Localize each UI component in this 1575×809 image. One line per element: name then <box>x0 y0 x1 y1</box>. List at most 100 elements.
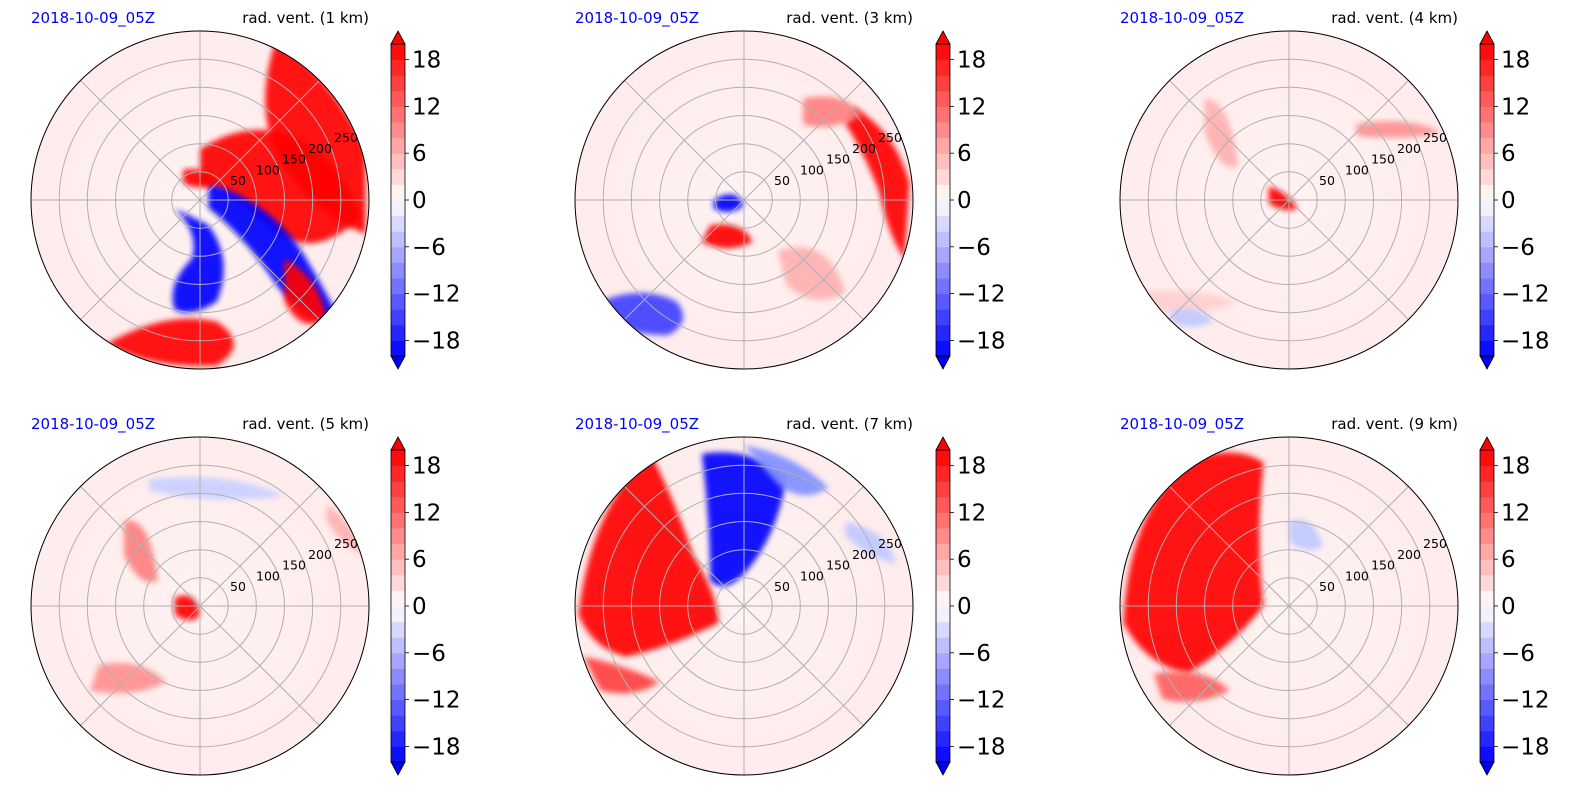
radial-tick-label: 250 <box>878 130 902 145</box>
polar-grid <box>1120 31 1458 369</box>
polar-grid <box>575 437 913 775</box>
panel-title-date: 2018-10-09_05Z <box>1120 9 1244 28</box>
colorbar-level <box>1480 652 1494 669</box>
colorbar-level <box>1480 106 1494 123</box>
radial-tick-label: 200 <box>852 547 876 562</box>
colorbar-tick-label: −6 <box>412 641 446 667</box>
colorbar-level <box>1480 684 1494 701</box>
colorbar-level <box>391 528 405 545</box>
field-region-2 <box>124 520 158 583</box>
colorbar-level <box>391 668 405 685</box>
radial-tick-label: 100 <box>256 568 280 583</box>
colorbar-level <box>1480 574 1494 591</box>
panel-title-field: rad. vent. (1 km) <box>242 9 369 27</box>
colorbar-level <box>1480 543 1494 560</box>
polar-grid <box>31 31 369 369</box>
colorbar: 18 12 6 0 −6 −12 −18 <box>1479 436 1550 776</box>
panel-title-date: 2018-10-09_05Z <box>1120 415 1244 434</box>
radial-tick-label: 150 <box>826 152 850 167</box>
colorbar-level <box>936 684 950 701</box>
colorbar-level <box>936 44 950 61</box>
polar-outline <box>1119 30 1459 370</box>
colorbar-level <box>391 90 405 107</box>
radial-tick-label: 200 <box>852 141 876 156</box>
colorbar-level <box>391 309 405 326</box>
colorbar-level <box>391 699 405 716</box>
polar-grid <box>1120 437 1458 775</box>
colorbar-level <box>1480 137 1494 154</box>
colorbar-level <box>936 184 950 201</box>
colorbar-level <box>391 44 405 61</box>
colorbar-level <box>1480 246 1494 263</box>
colorbar-level <box>1480 153 1494 170</box>
colorbar-level <box>1480 168 1494 185</box>
colorbar-level <box>936 246 950 263</box>
field-region-5 <box>1170 308 1213 327</box>
colorbar-level <box>1480 340 1494 357</box>
polar-outline <box>30 436 370 776</box>
colorbar-level <box>391 215 405 232</box>
colorbar-level <box>1480 200 1494 217</box>
radial-tick-label: 150 <box>1371 152 1395 167</box>
colorbar-tick-label: −18 <box>412 734 461 760</box>
panel-title-field: rad. vent. (3 km) <box>786 9 913 27</box>
field-region-1 <box>1268 186 1298 211</box>
colorbar-level <box>1480 637 1494 654</box>
polar-outline <box>30 30 370 370</box>
field-region-5 <box>600 292 684 336</box>
colorbar-tick-label: −12 <box>957 282 1006 308</box>
colorbar-extend-min <box>935 355 951 370</box>
radial-tick-label: 100 <box>800 568 824 583</box>
polar-outline <box>574 436 914 776</box>
colorbar-level <box>936 137 950 154</box>
colorbar-tick-label: 18 <box>957 454 986 480</box>
colorbar-level <box>391 637 405 654</box>
colorbar-level <box>1480 528 1494 545</box>
colorbar-level <box>1480 450 1494 467</box>
colorbar-level <box>1480 559 1494 576</box>
colorbar-extend-min <box>935 761 951 776</box>
colorbar-level <box>1480 44 1494 61</box>
field-region-1 <box>845 107 910 260</box>
colorbar-level <box>391 184 405 201</box>
colorbar-level <box>391 652 405 669</box>
colorbar-level <box>936 730 950 747</box>
colorbar-level <box>391 590 405 607</box>
panel-title-field: rad. vent. (5 km) <box>242 415 369 433</box>
field-region-5 <box>107 318 234 367</box>
colorbar-level <box>936 450 950 467</box>
colorbar-level <box>936 168 950 185</box>
colorbar-level <box>936 215 950 232</box>
colorbar-level <box>936 293 950 310</box>
colorbar-extend-max <box>1479 30 1495 45</box>
colorbar-level <box>1480 309 1494 326</box>
colorbar-level <box>391 621 405 638</box>
colorbar-level <box>936 481 950 498</box>
colorbar-level <box>936 309 950 326</box>
colorbar-level <box>936 746 950 763</box>
field-region-2 <box>1204 98 1239 168</box>
colorbar-tick-label: 6 <box>957 547 972 573</box>
colorbar-level <box>936 621 950 638</box>
colorbar-level <box>936 153 950 170</box>
colorbar-extend-max <box>390 436 406 451</box>
colorbar-level <box>391 559 405 576</box>
colorbar-tick-label: 6 <box>1501 141 1516 167</box>
radial-tick-label: 150 <box>282 558 306 573</box>
radial-tick-label: 50 <box>1319 173 1335 188</box>
radial-tick-label: 200 <box>1397 547 1421 562</box>
colorbar-level <box>1480 122 1494 139</box>
radial-tick-label: 150 <box>282 152 306 167</box>
colorbar-level <box>391 543 405 560</box>
panel-title-date: 2018-10-09_05Z <box>31 415 155 434</box>
field-region-4 <box>172 208 224 313</box>
radial-tick-label: 50 <box>230 173 246 188</box>
colorbar-level <box>936 262 950 279</box>
radial-tick-label: 50 <box>774 173 790 188</box>
colorbar-level <box>1480 278 1494 295</box>
colorbar-level <box>1480 715 1494 732</box>
field-shading <box>1123 452 1323 702</box>
